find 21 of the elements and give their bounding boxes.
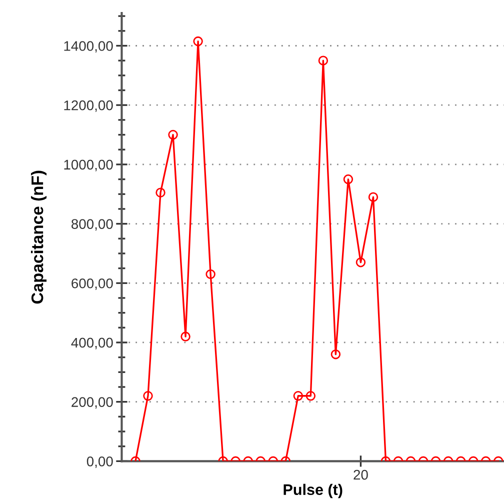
point xyxy=(168,130,178,140)
point xyxy=(330,349,341,360)
y-tick-label: 600,00 xyxy=(72,278,113,290)
point xyxy=(343,174,354,184)
point xyxy=(156,188,166,198)
point xyxy=(206,269,216,280)
y-axis-title: Capacitance (nF) xyxy=(30,170,47,304)
y-tick-label: 0,00 xyxy=(86,456,113,468)
y-tick-label: 200,00 xyxy=(72,397,113,409)
y-tick-label: 1000,00 xyxy=(64,160,113,172)
x-tick-label: 20 xyxy=(354,470,368,480)
y-tick-label: 1400,00 xyxy=(64,41,113,53)
y-tick-label: 1200,00 xyxy=(64,100,113,112)
x-axis-title: Pulse (t) xyxy=(284,484,342,498)
point xyxy=(180,332,190,342)
point xyxy=(193,36,203,46)
point xyxy=(356,257,366,268)
y-tick-label: 800,00 xyxy=(72,219,113,231)
y-tick-label: 400,00 xyxy=(71,338,113,350)
point xyxy=(368,192,378,202)
point xyxy=(318,56,328,66)
